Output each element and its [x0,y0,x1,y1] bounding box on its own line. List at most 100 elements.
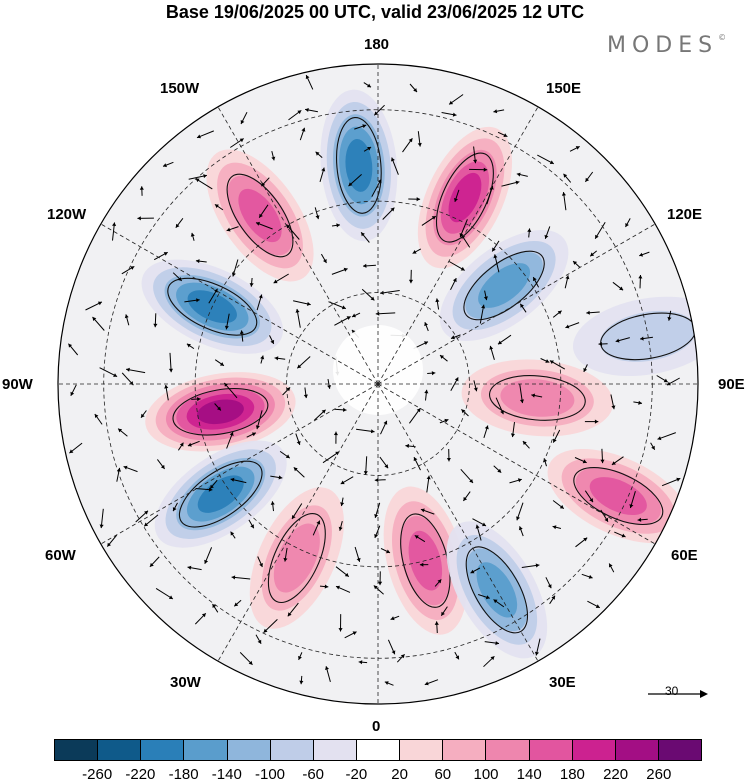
wind-arrow [358,660,368,665]
streamline-contour [178,460,263,528]
colorbar-tick-label: 180 [559,766,585,783]
wind-arrow [331,267,348,275]
wind-arrow [396,653,405,663]
wind-arrow [531,393,543,398]
streamline-contour [573,467,664,526]
reference-vector-arrow [648,690,708,698]
wind-arrow [338,614,343,632]
wind-arrow [230,138,244,148]
streamline-contour [336,117,382,214]
wind-arrow [440,606,448,616]
wind-arrow [470,567,481,574]
wind-arrow [497,334,512,345]
wind-arrow [390,615,400,621]
wind-arrow [106,534,118,547]
wind-arrow [172,272,183,282]
wind-arrow [374,502,381,519]
colorbar-tick-label: 100 [473,766,499,783]
wind-arrow [417,131,422,147]
colorbar-tick-label: -180 [168,766,199,783]
anomaly-field [141,89,698,659]
wind-arrow [94,413,103,425]
wind-arrow [434,621,439,634]
wind-arrow [240,111,248,125]
wind-arrow [493,465,502,473]
wind-arrow [273,273,289,284]
anomaly-contour [345,138,373,192]
colorbar-swatch [615,740,659,760]
wind-arrow [584,490,594,503]
wind-arrow [552,429,561,443]
wind-arrow [239,330,244,342]
colorbar-tick-label: -260 [82,766,113,783]
wind-arrow [518,526,524,537]
colorbar-ticks: -260 -220 -180 -140 -100 -60 -20 20 60 100 140 180 2… [0,766,750,783]
wind-arrow [270,501,275,512]
wind-arrow [303,387,308,399]
wind-arrow [295,433,301,446]
lon-label-150e: 150E [546,80,582,97]
wind-arrow [615,337,630,343]
wind-arrow [478,594,490,600]
anomaly-contour [273,523,320,593]
wind-arrow [314,409,326,421]
meridian-line [377,106,539,385]
wind-arrow [299,127,306,141]
wind-arrow [195,259,207,264]
wind-arrow [374,478,386,483]
lon-label-90w: 90W [2,376,33,393]
streamline-contour [267,512,326,604]
wind-arrow [434,579,442,587]
wind-arrow [260,355,265,364]
wind-arrow [446,448,451,462]
wind-arrow [574,457,587,464]
wind-arrow [454,651,460,660]
wind-arrow [334,316,351,326]
colorbar-swatch [227,740,271,760]
wind-arrow [479,304,486,324]
wind-arrow [68,343,79,356]
wind-arrow [269,335,275,345]
lon-label-120e: 120E [667,206,703,223]
wind-arrow [375,311,396,316]
wind-arrow [493,254,500,273]
wind-arrow [516,172,528,177]
colorbar-swatch [313,740,357,760]
wind-arrow [208,288,218,304]
colorbar-tick-label: -100 [254,766,286,783]
wind-arrow [190,232,195,241]
modes-logo: MODES© [607,33,726,58]
wind-arrow [625,218,631,228]
wind-arrow [594,222,606,239]
positive-anomaly-cell [145,372,296,452]
colorbar-tick-label: 60 [434,766,452,783]
wind-arrow [379,456,389,469]
wind-arrow [462,491,471,502]
wind-arrow [314,207,320,220]
meridian-line [377,383,656,545]
wind-arrow [92,316,105,331]
wind-arrow [333,431,338,444]
wind-arrow [532,276,540,288]
wind-arrow [612,281,624,291]
wind-arrow [552,500,565,509]
wind-arrow [374,525,381,539]
wind-arrow [363,456,368,475]
wind-arrow [246,432,257,438]
wind-arrow [239,652,253,666]
wind-arrow [271,150,276,161]
wind-arrow [149,556,160,568]
brand-name: MODES [607,33,719,58]
wind-arrow [408,197,421,202]
wind-arrow [413,456,421,471]
wind-arrow [495,397,504,415]
wind-arrow [501,180,520,187]
wind-arrow [168,352,173,373]
wind-arrow [427,371,436,376]
wind-arrow [519,383,524,404]
wind-arrow [209,479,218,490]
wind-arrow [497,131,508,138]
wind-arrow [194,612,207,625]
wind-arrow [348,174,362,187]
colorbar-swatch [184,740,228,760]
